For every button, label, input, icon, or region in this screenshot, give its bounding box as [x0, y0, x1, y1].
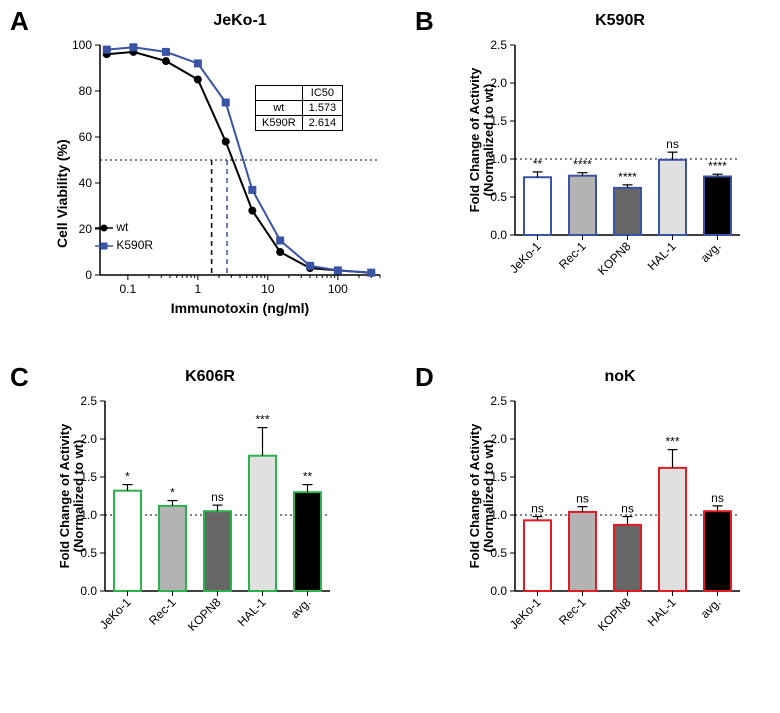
svg-text:***: ***	[255, 413, 269, 427]
svg-text:HAL-1: HAL-1	[645, 239, 679, 273]
svg-text:80: 80	[79, 84, 93, 98]
figure-root: A JeKo-1 Cell Viability (%) 020406080100…	[0, 0, 780, 713]
panel-a-label: A	[10, 6, 29, 37]
svg-text:KOPN8: KOPN8	[595, 595, 634, 634]
svg-text:****: ****	[708, 159, 727, 173]
ic50-row2-name: K590R	[256, 116, 303, 131]
svg-text:avg.: avg.	[698, 595, 724, 621]
svg-text:0: 0	[85, 268, 92, 282]
svg-text:2.5: 2.5	[490, 38, 507, 52]
panel-c-label: C	[10, 362, 29, 393]
legend-wt-label: wt	[116, 220, 128, 234]
svg-text:2.5: 2.5	[80, 394, 97, 408]
svg-text:ns: ns	[576, 492, 589, 506]
svg-text:JeKo-1: JeKo-1	[507, 239, 544, 276]
svg-text:100: 100	[328, 282, 348, 296]
svg-text:0.1: 0.1	[120, 282, 137, 296]
svg-text:ns: ns	[621, 502, 634, 516]
svg-text:**: **	[533, 157, 543, 171]
legend-k590r-label: K590R	[116, 238, 153, 252]
svg-text:(Normalized to wt): (Normalized to wt)	[481, 440, 496, 553]
legend-wt: wt	[95, 220, 128, 234]
panel-d-chart: 0.00.51.01.52.02.5nsJeKo-1nsRec-1nsKOPN8…	[470, 391, 770, 681]
svg-text:10: 10	[261, 282, 275, 296]
svg-text:ns: ns	[711, 491, 724, 505]
svg-text:(Normalized to wt): (Normalized to wt)	[481, 84, 496, 197]
svg-text:HAL-1: HAL-1	[235, 595, 269, 629]
svg-text:Rec-1: Rec-1	[556, 239, 589, 272]
svg-text:0.0: 0.0	[490, 228, 507, 242]
ic50-table: IC50 wt1.573 K590R2.614	[255, 85, 343, 131]
svg-text:40: 40	[79, 176, 93, 190]
panel-b-label: B	[415, 6, 434, 37]
svg-text:ns: ns	[666, 137, 679, 151]
panel-a-xlabel: Immunotoxin (ng/ml)	[110, 300, 370, 316]
svg-text:Rec-1: Rec-1	[556, 595, 589, 628]
svg-text:ns: ns	[531, 502, 544, 516]
panel-c-title: K606R	[100, 368, 320, 386]
panel-a-title: JeKo-1	[110, 12, 370, 30]
svg-text:avg.: avg.	[288, 595, 314, 621]
ic50-row1-name: wt	[256, 101, 303, 116]
svg-text:ns: ns	[211, 490, 224, 504]
svg-text:HAL-1: HAL-1	[645, 595, 679, 629]
panel-d-label: D	[415, 362, 434, 393]
svg-text:avg.: avg.	[698, 239, 724, 265]
svg-text:**: **	[303, 470, 313, 484]
panel-a-chart: 0 20 40 60 80 100 0.1 1 10 100	[60, 35, 400, 315]
svg-text:0.0: 0.0	[80, 584, 97, 598]
svg-text:20: 20	[79, 222, 93, 236]
svg-text:KOPN8: KOPN8	[185, 595, 224, 634]
panel-b-title: K590R	[510, 12, 730, 30]
svg-text:JeKo-1: JeKo-1	[507, 595, 544, 632]
svg-text:****: ****	[573, 158, 592, 172]
ic50-row2-val: 2.614	[302, 116, 343, 131]
svg-text:JeKo-1: JeKo-1	[97, 595, 134, 632]
svg-text:Rec-1: Rec-1	[146, 595, 179, 628]
svg-text:100: 100	[72, 38, 92, 52]
legend-k590r: K590R	[95, 238, 153, 252]
panel-d-title: noK	[510, 368, 730, 386]
svg-text:(Normalized to wt): (Normalized to wt)	[71, 440, 86, 553]
ic50-header: IC50	[302, 86, 343, 101]
svg-text:****: ****	[618, 170, 637, 184]
panel-b-chart: 0.00.51.01.52.02.5**JeKo-1****Rec-1****K…	[470, 35, 770, 325]
svg-text:0.0: 0.0	[490, 584, 507, 598]
svg-text:KOPN8: KOPN8	[595, 239, 634, 278]
panel-c-chart: 0.00.51.01.52.02.5*JeKo-1*Rec-1nsKOPN8**…	[60, 391, 360, 681]
svg-text:*: *	[125, 470, 130, 484]
svg-text:1: 1	[195, 282, 202, 296]
svg-text:*: *	[170, 486, 175, 500]
ic50-row1-val: 1.573	[302, 101, 343, 116]
svg-text:2.5: 2.5	[490, 394, 507, 408]
svg-text:***: ***	[665, 435, 679, 449]
svg-text:60: 60	[79, 130, 93, 144]
